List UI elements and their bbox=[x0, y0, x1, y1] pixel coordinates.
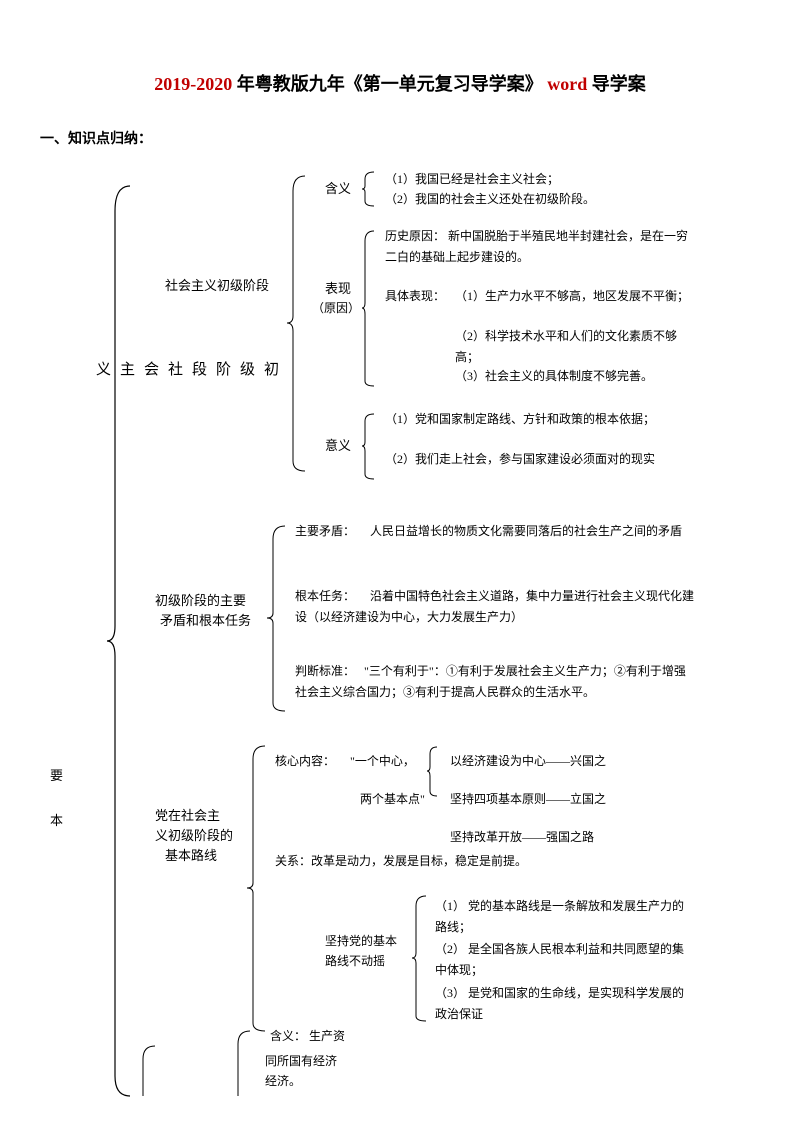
title-black-1: 年粤教版九年《第一单元复习导学案》 bbox=[237, 74, 543, 94]
meaning-label: 含义 bbox=[325, 179, 351, 200]
standard: 判断标准： "三个有利于"：①有利于发展社会主义生产力；②有利于增强社会主义综合… bbox=[295, 661, 695, 702]
main-bracket-svg bbox=[105, 181, 135, 1101]
expression-bracket bbox=[360, 226, 378, 391]
contradiction-label2: 矛盾和根本任务 bbox=[160, 611, 251, 632]
core-item-3: 坚持改革开放——强国之路 bbox=[450, 827, 594, 847]
expression-label: 表现 bbox=[325, 279, 351, 300]
core-item-2: 坚持四项基本原则——立国之 bbox=[450, 789, 606, 809]
page-title: 2019-2020 年粤教版九年《第一单元复习导学案》 word 导学案 bbox=[40, 70, 760, 99]
side-ben: 本 bbox=[50, 811, 63, 832]
significance-label: 意义 bbox=[325, 436, 351, 457]
expression-sublabel: （原因） bbox=[312, 299, 360, 318]
core-center: "一个中心， bbox=[350, 751, 415, 771]
section-header: 一、知识点归纳： bbox=[40, 129, 760, 151]
persist-item-3: （3） 是党和国家的生命线，是实现科学发展的政治保证 bbox=[435, 983, 695, 1024]
persist-label2: 路线不动摇 bbox=[325, 951, 385, 971]
meaning-item-2: （2）我国的社会主义还处在初级阶段。 bbox=[385, 189, 595, 209]
title-black-2: 导学案 bbox=[592, 74, 646, 94]
main-contra: 主要矛盾： 人民日益增长的物质文化需要同落后的社会生产之间的矛盾 bbox=[295, 521, 695, 541]
contradiction-bracket bbox=[265, 521, 290, 716]
core-basis: 两个基本点" bbox=[360, 789, 425, 809]
persist-bracket bbox=[410, 891, 430, 1026]
title-red-1: 2019-2020 bbox=[154, 74, 232, 94]
persist-label1: 坚持党的基本 bbox=[325, 931, 397, 951]
route-label2: 义初级阶段的 bbox=[155, 826, 233, 847]
econ-label2: 经济。 bbox=[265, 1071, 301, 1091]
bottom-bracket bbox=[135, 1041, 160, 1101]
meaning-item-1: （1）我国已经是社会主义社会； bbox=[385, 169, 559, 189]
significance-bracket bbox=[360, 409, 378, 484]
sig-item-2: （2）我们走上社会，参与国家建设必须面对的现实 bbox=[385, 449, 695, 469]
title-red-2: word bbox=[547, 74, 587, 94]
stage-bracket bbox=[285, 171, 310, 476]
econ-label1: 同所国有经济 bbox=[265, 1051, 337, 1071]
concrete-item-3: （3）社会主义的具体制度不够完善。 bbox=[455, 366, 695, 386]
persist-item-2: （2） 是全国各族人民根本利益和共同愿望的集中体现； bbox=[435, 939, 695, 980]
sig-item-1: （1）党和国家制定路线、方针和政策的根本依据； bbox=[385, 409, 695, 429]
contradiction-label1: 初级阶段的主要 bbox=[155, 591, 246, 612]
concrete-item-1: （1）生产力水平不够高，地区发展不平衡； bbox=[455, 286, 695, 306]
concrete-label: 具体表现： bbox=[385, 286, 445, 306]
econ-bracket bbox=[230, 1026, 255, 1101]
concrete-item-2: （2）科学技术水平和人们的文化素质不够高； bbox=[455, 326, 695, 367]
core-label: 核心内容： bbox=[275, 751, 335, 771]
core-item-1: 以经济建设为中心——兴国之 bbox=[450, 751, 606, 771]
econ-meaning: 含义： 生产资 bbox=[270, 1026, 345, 1046]
core-bracket bbox=[425, 744, 440, 799]
route-label3: 基本路线 bbox=[165, 846, 217, 867]
history-text: 历史原因： 新中国脱胎于半殖民地半封建社会，是在一穷二白的基础上起步建设的。 bbox=[385, 226, 695, 267]
persist-item-1: （1） 党的基本路线是一条解放和发展生产力的路线； bbox=[435, 896, 695, 937]
route-label1: 党在社会主 bbox=[155, 806, 220, 827]
relation: 关系：改革是动力，发展是目标，稳定是前提。 bbox=[275, 851, 527, 871]
branch-stage-label: 社会主义初级阶段 bbox=[165, 276, 269, 297]
side-yao: 要 bbox=[50, 766, 63, 787]
root-task: 根本任务： 沿着中国特色社会主义道路，集中力量进行社会主义现代化建设（以经济建设… bbox=[295, 586, 695, 627]
route-bracket bbox=[245, 741, 270, 1036]
meaning-bracket bbox=[360, 169, 378, 209]
